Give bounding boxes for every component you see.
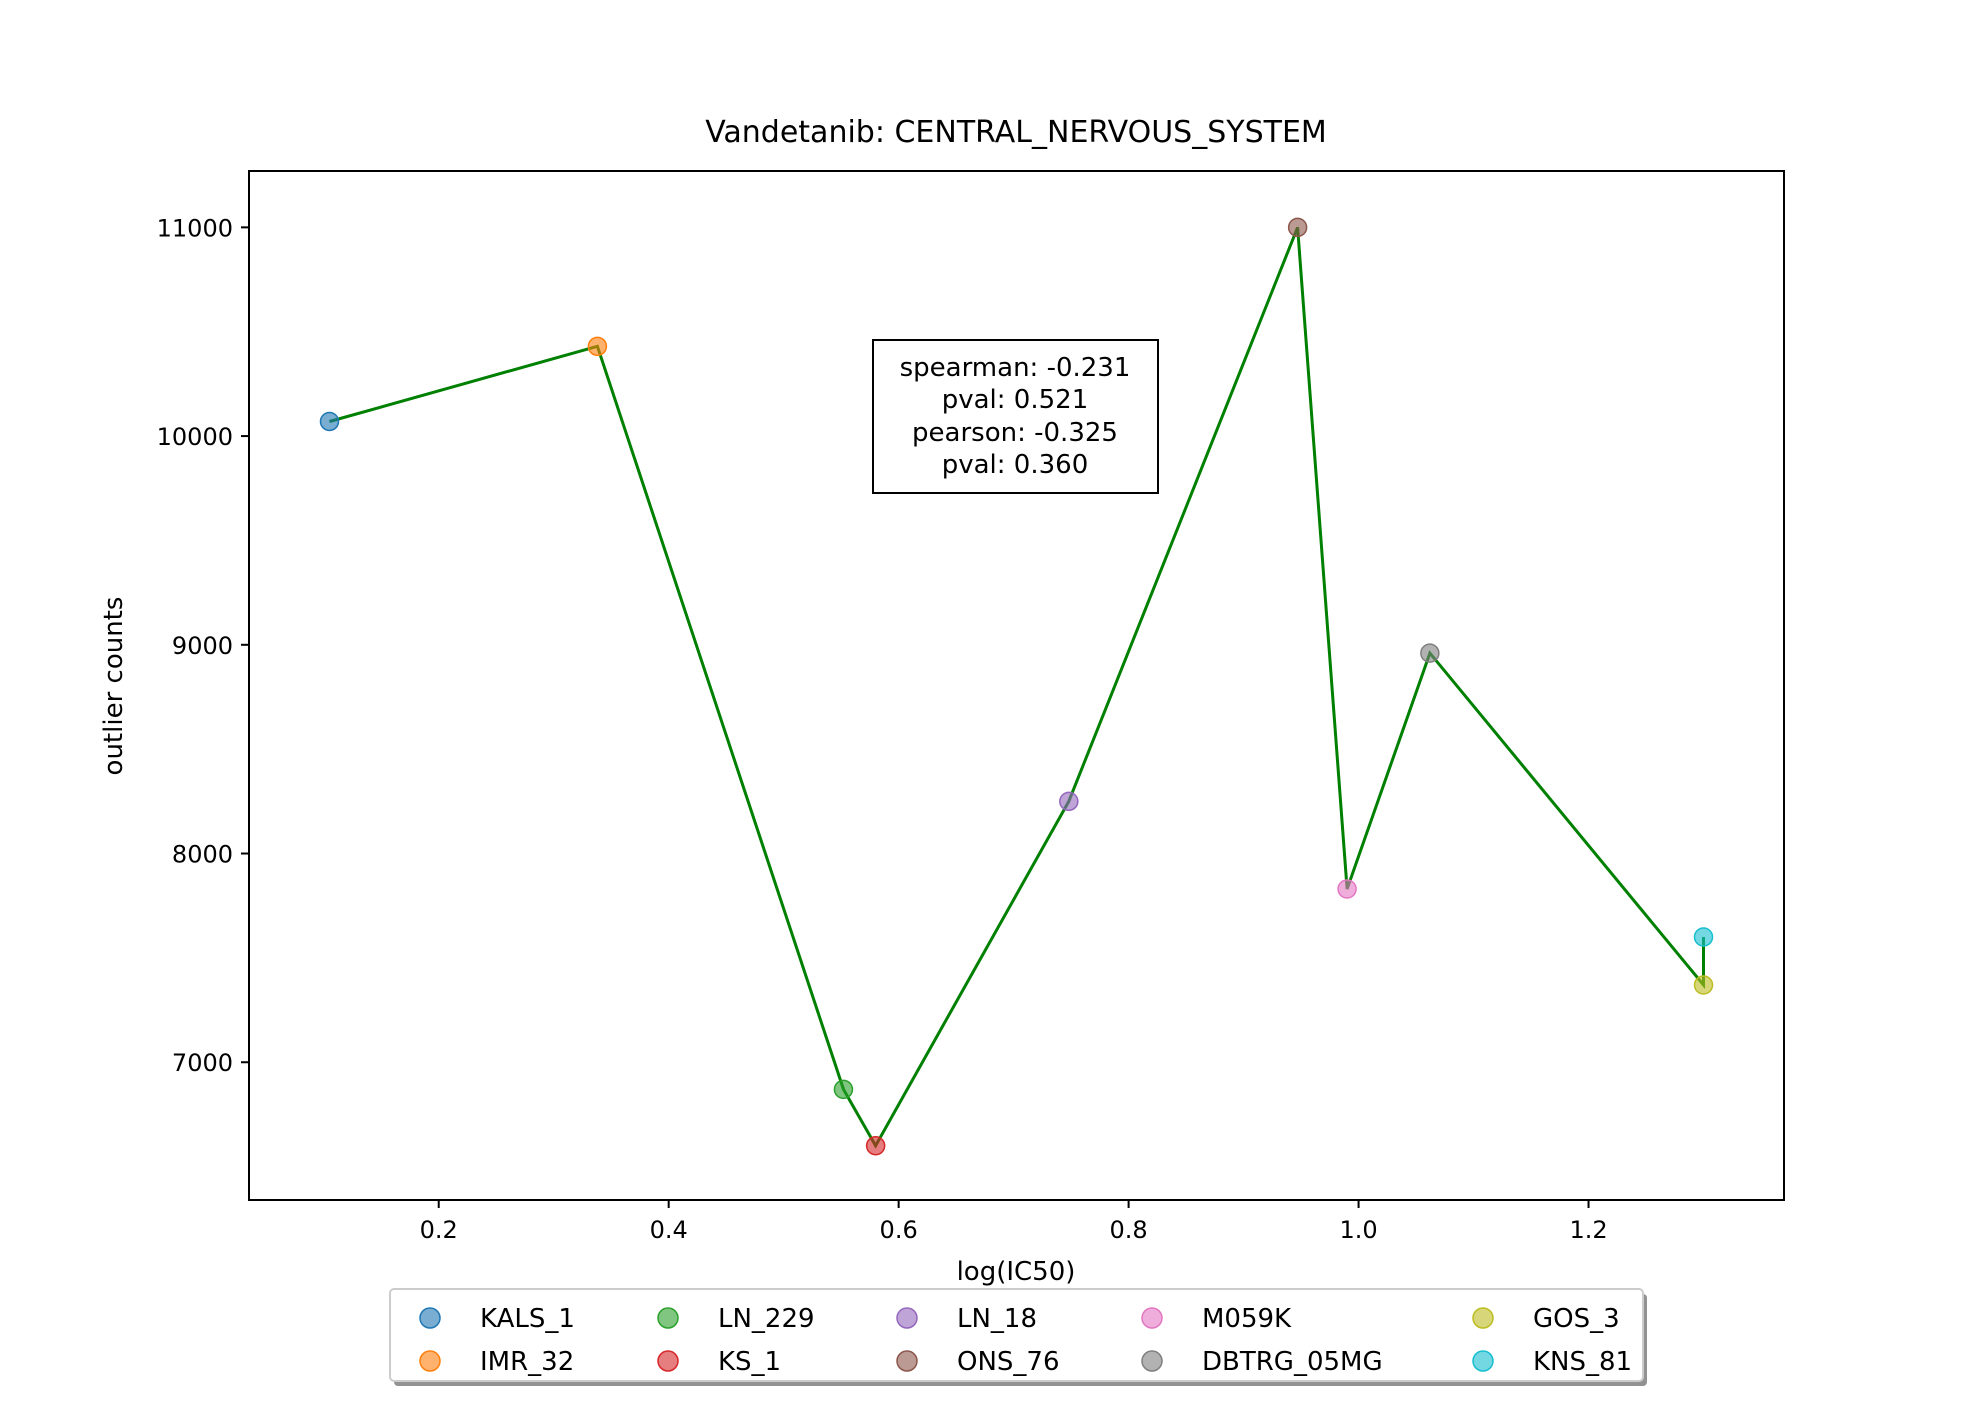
- x-tick-label: 0.4: [650, 1216, 688, 1244]
- legend-marker: [1472, 1350, 1494, 1372]
- legend-label: KNS_81: [1533, 1347, 1632, 1377]
- legend: KALS_1 IMR_32 LN_229 KS_1 LN_18 ONS_76 M059K DB…: [389, 1288, 1647, 1386]
- data-point-ons-76: [1287, 217, 1308, 238]
- legend-frame: [389, 1288, 1644, 1382]
- legend-label: IMR_32: [480, 1347, 574, 1377]
- stats-annotation-frame: [872, 339, 1159, 494]
- y-axis-label: outlier counts: [99, 597, 129, 776]
- legend-marker: [896, 1350, 918, 1372]
- data-point-ln-18: [1059, 791, 1079, 812]
- stats-spearman-pval: pval: 0.521: [942, 385, 1089, 415]
- legend-label: DBTRG_05MG: [1202, 1347, 1383, 1377]
- y-tick-label: 8000: [172, 841, 233, 869]
- legend-label: ONS_76: [957, 1347, 1060, 1377]
- legend-marker: [1472, 1307, 1494, 1329]
- chart-title: Vandetanib: CENTRAL_NERVOUS_SYSTEM: [705, 115, 1327, 150]
- legend-entries: KALS_1 IMR_32 LN_229 KS_1 LN_18 ONS_76 M059K DB…: [419, 1304, 1632, 1377]
- legend-marker: [896, 1307, 918, 1329]
- data-point-imr-32: [587, 336, 608, 357]
- x-axis-ticks: 0.2 0.4 0.6 0.8 1.0 1.2: [420, 1200, 1608, 1244]
- y-tick-label: 7000: [172, 1049, 233, 1077]
- plot-frame: [248, 170, 1785, 1201]
- data-point-dbtrg-05mg: [1420, 643, 1440, 663]
- legend-label: KS_1: [718, 1347, 781, 1377]
- connecting-line: [329, 226, 1705, 1149]
- data-point-gos-3: [1693, 975, 1714, 995]
- data-point-kals-1: [319, 411, 340, 432]
- x-tick-label: 0.8: [1110, 1216, 1148, 1244]
- y-axis-ticks: 7000 8000 9000 10000 11000: [157, 214, 249, 1077]
- stats-annotation-box: spearman: -0.231 pval: 0.521 pearson: -0…: [872, 339, 1159, 494]
- data-point-kns-81: [1693, 927, 1714, 947]
- legend-marker: [419, 1307, 441, 1329]
- legend-marker: [657, 1350, 679, 1372]
- legend-label: LN_229: [718, 1304, 815, 1334]
- legend-label: GOS_3: [1533, 1304, 1620, 1334]
- y-tick-label: 11000: [157, 214, 233, 242]
- x-tick-label: 1.0: [1339, 1216, 1377, 1244]
- x-tick-label: 0.2: [420, 1216, 458, 1244]
- connecting-line-layer: [329, 226, 1705, 1149]
- y-tick-label: 9000: [172, 632, 233, 660]
- stats-spearman: spearman: -0.231: [900, 353, 1131, 383]
- stats-pearson: pearson: -0.325: [912, 418, 1118, 448]
- stats-pearson-pval: pval: 0.360: [942, 450, 1089, 480]
- legend-marker: [1141, 1350, 1163, 1372]
- data-point-ln-229: [833, 1079, 854, 1100]
- legend-label: M059K: [1202, 1304, 1292, 1334]
- legend-marker: [657, 1307, 679, 1329]
- x-axis-label: log(IC50): [957, 1257, 1076, 1287]
- legend-label: LN_18: [957, 1304, 1037, 1334]
- x-tick-label: 0.6: [880, 1216, 918, 1244]
- data-point-m059k: [1337, 879, 1357, 899]
- legend-marker: [1141, 1307, 1163, 1329]
- y-tick-label: 10000: [157, 423, 233, 451]
- x-tick-label: 1.2: [1569, 1216, 1607, 1244]
- data-points-layer: [319, 217, 1714, 1156]
- legend-marker: [419, 1350, 441, 1372]
- legend-label: KALS_1: [480, 1304, 575, 1334]
- data-point-ks-1: [865, 1135, 886, 1156]
